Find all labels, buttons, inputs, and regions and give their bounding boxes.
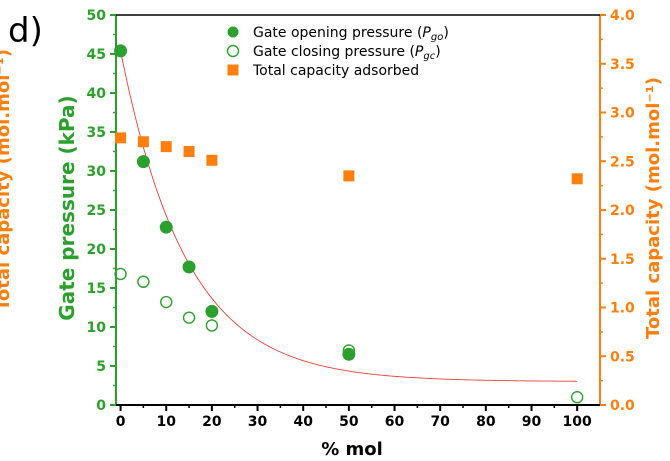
opening-pressure-point: [342, 347, 356, 361]
closing-pressure-point: [570, 391, 584, 404]
y-left-tick-label: 35: [87, 125, 106, 141]
y-left-tick-label: 5: [96, 359, 106, 375]
legend-label-main: Gate opening pressure (: [253, 25, 422, 41]
closing-pressure-point: [114, 267, 127, 281]
closing-pressure-point: [182, 311, 196, 324]
legend-label-symbol: P: [422, 25, 431, 41]
x-axis-title: % mol: [321, 439, 383, 460]
legend-label-subscript: go: [431, 32, 443, 43]
opening-pressure-point: [205, 304, 219, 318]
opening-pressure-point: [114, 44, 128, 58]
legend-label: Gate closing pressure (Pgc): [253, 44, 441, 62]
y-left-tick-label: 10: [87, 320, 107, 336]
x-tick-label: 0: [116, 414, 126, 430]
x-tick-label: 20: [202, 414, 222, 430]
y-right-tick-label: 1.0: [610, 301, 635, 317]
y-right-tick-label: 3.0: [610, 106, 635, 122]
x-tick-label: 70: [430, 414, 450, 430]
legend-label-subscript: gc: [423, 51, 435, 62]
legend-label-symbol: P: [415, 44, 424, 60]
closing-pressure-point: [205, 319, 219, 332]
fit-curve-layer: [120, 50, 578, 382]
legend-label-main: Gate closing pressure (: [253, 44, 415, 60]
y-right-tick-label: 1.5: [610, 252, 635, 268]
y-right-tick-label: 3.5: [610, 57, 635, 73]
capacity-point: [115, 132, 127, 144]
legend-marker-capacity: [227, 64, 239, 76]
legend-label-end: ): [435, 44, 440, 60]
capacity-point: [206, 154, 218, 166]
y-left-tick-label: 50: [87, 8, 107, 24]
y-axis-right-title: Total capacity (mol.mol⁻¹): [643, 77, 664, 339]
y-right-tick-label: 0.0: [610, 398, 635, 414]
closing-pressure-point: [137, 275, 150, 288]
x-tick-label: 30: [248, 414, 268, 430]
opening-pressure-point: [136, 155, 150, 169]
data-marks: [114, 44, 584, 404]
legend-label-main: Total capacity adsorbed: [252, 63, 419, 79]
capacity-point: [137, 136, 149, 148]
x-tick-label: 80: [476, 414, 496, 430]
fit-curve: [120, 50, 578, 382]
x-tick-label: 60: [385, 414, 405, 430]
legend-label: Gate opening pressure (Pgo): [253, 25, 449, 43]
y-right-tick-label: 4.0: [610, 8, 635, 24]
opening-pressure-point: [159, 220, 173, 234]
legend-marker-opening: [227, 26, 239, 38]
y-left-tick-label: 40: [87, 86, 107, 102]
y-right-tick-label: 2.5: [610, 154, 635, 170]
y-right-tick-label: 2.0: [610, 203, 635, 219]
tick-marks: 0 10 20 30 40 50 60 70 80 90 100 0 5 10 15 20 25 30 35 40 45…: [87, 8, 636, 430]
y-axis-left-title: Gate pressure (kPa): [55, 95, 79, 320]
legend: Gate opening pressure (Pgo)Gate closing …: [226, 25, 449, 79]
y-left-tick-label: 20: [87, 242, 107, 258]
x-tick-label: 50: [339, 414, 359, 430]
panel-label: d): [8, 11, 43, 51]
y-left-tick-label: 0: [96, 398, 106, 414]
y-right-tick-label: 0.5: [610, 349, 635, 365]
closing-pressure-point: [342, 344, 356, 357]
capacity-point: [343, 170, 355, 182]
x-tick-label: 100: [563, 414, 592, 430]
capacity-point: [183, 146, 195, 157]
y-left-tick-label: 30: [87, 164, 107, 180]
opening-pressure-point: [182, 260, 196, 274]
capacity-point: [571, 173, 583, 185]
y-left-tick-label: 15: [87, 281, 106, 297]
legend-label: Total capacity adsorbed: [252, 63, 419, 79]
y-left-tick-label: 45: [87, 47, 106, 63]
legend-marker-closing: [226, 44, 240, 58]
closing-pressure-point: [160, 295, 173, 309]
cut-right-axis-label: Total capacity (mol.mol⁻¹): [0, 49, 14, 311]
x-tick-label: 10: [156, 414, 176, 430]
x-tick-label: 90: [522, 414, 542, 430]
legend-label-end: ): [443, 25, 448, 41]
x-tick-label: 40: [293, 414, 313, 430]
y-left-tick-label: 25: [87, 203, 106, 219]
capacity-point: [160, 141, 172, 153]
